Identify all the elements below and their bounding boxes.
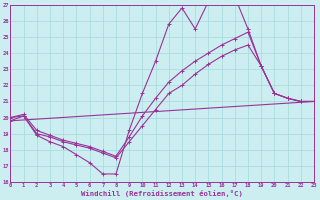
X-axis label: Windchill (Refroidissement éolien,°C): Windchill (Refroidissement éolien,°C) — [81, 190, 243, 197]
